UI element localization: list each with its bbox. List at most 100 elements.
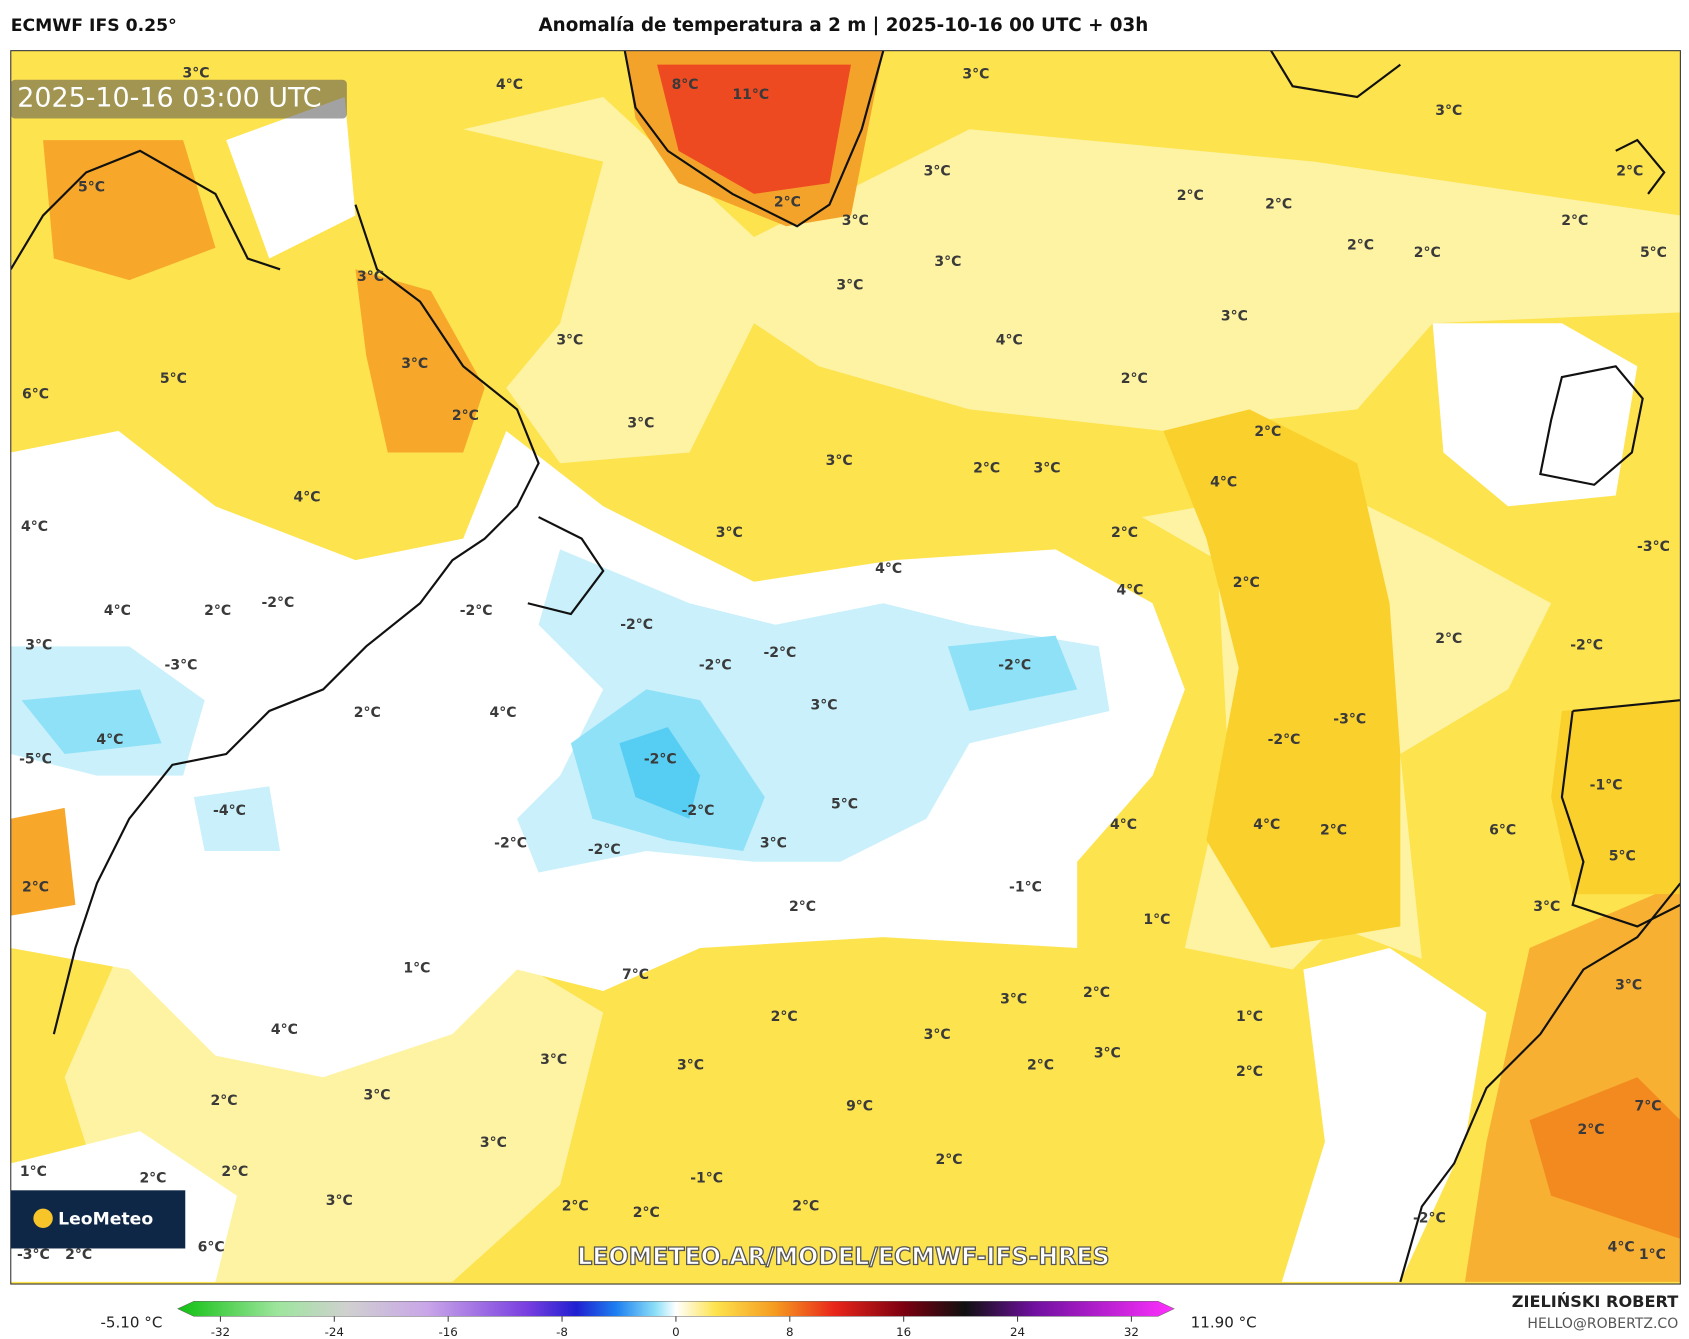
contour-labels: 3°C 4°C 8°C 11°C 3°C 3°C 2°C 5°C 3°C 2°C 2°C 3°C 3°C…: [17, 65, 1670, 1263]
contour-label: 2°C: [221, 1164, 248, 1180]
contour-label: 3°C: [924, 163, 951, 179]
contour-label: 3°C: [1033, 461, 1060, 477]
contour-label: 3°C: [540, 1052, 567, 1068]
contour-label: 1°C: [1639, 1247, 1666, 1263]
contour-label: 3°C: [811, 698, 838, 714]
contour-label: 7°C: [1635, 1098, 1662, 1114]
contour-label: -2°C: [494, 835, 527, 851]
contour-label: 5°C: [78, 179, 105, 195]
contour-label: 3°C: [836, 277, 863, 293]
contour-label: 3°C: [716, 525, 743, 541]
contour-label: 1°C: [20, 1164, 47, 1180]
contour-label: 4°C: [1253, 817, 1280, 833]
map-title: Anomalía de temperatura a 2 m | 2025-10-…: [539, 15, 1149, 36]
contour-label: 2°C: [1177, 188, 1204, 204]
contour-label: -4°C: [213, 803, 246, 819]
contour-label: 5°C: [160, 371, 187, 387]
contour-label: 2°C: [1027, 1057, 1054, 1073]
contour-label: 2°C: [22, 880, 49, 896]
contour-label: 2°C: [452, 408, 479, 424]
colorbar-tick-label: 8: [786, 1325, 794, 1339]
colorbar-tick-label: 32: [1124, 1325, 1139, 1339]
contour-label: 4°C: [1110, 817, 1137, 833]
contour-label: 3°C: [1094, 1046, 1121, 1062]
model-name: ECMWF IFS 0.25°: [11, 16, 177, 36]
contour-label: 1°C: [1143, 912, 1170, 928]
contour-label: 3°C: [326, 1193, 353, 1209]
contour-label: 2°C: [1347, 238, 1374, 254]
contour-label: -2°C: [460, 603, 493, 619]
contour-label: -3°C: [17, 1247, 50, 1263]
colorbar-tick-label: -24: [325, 1325, 344, 1339]
contour-label: 3°C: [556, 332, 583, 348]
contour-label: 2°C: [1083, 985, 1110, 1001]
contour-label: -5°C: [19, 751, 52, 767]
contour-label: 2°C: [1414, 245, 1441, 261]
contour-label: 11°C: [732, 87, 769, 103]
colorbar-tick-label: -16: [439, 1325, 458, 1339]
contour-label: -1°C: [1009, 880, 1042, 896]
contour-label: 1°C: [1236, 1009, 1263, 1025]
contour-label: 5°C: [1609, 848, 1636, 864]
contour-label: 2°C: [65, 1247, 92, 1263]
colorbar-tick-label: 0: [672, 1325, 680, 1339]
contour-label: 3°C: [1533, 899, 1560, 915]
watermark: LEOMETEO.AR/MODEL/ECMWF-IFS-HRES: [577, 1243, 1109, 1271]
contour-label: 9°C: [846, 1098, 873, 1114]
contour-label: 3°C: [934, 254, 961, 270]
contour-label: 4°C: [96, 732, 123, 748]
contour-label: -3°C: [1637, 539, 1670, 555]
contour-label: 2°C: [211, 1093, 238, 1109]
contour-label: 3°C: [1000, 992, 1027, 1008]
contour-label: 3°C: [1435, 103, 1462, 119]
contour-label: -2°C: [644, 751, 677, 767]
contour-label: 6°C: [1489, 823, 1516, 839]
colorbar-ticks: -32 -24 -16 -8 0 8 16 24 32: [211, 1316, 1139, 1339]
contour-label: 4°C: [293, 490, 320, 506]
contour-label: 4°C: [104, 603, 131, 619]
contour-label: 2°C: [139, 1170, 166, 1186]
email: HELLO@ROBERTZ.CO: [1527, 1316, 1678, 1332]
contour-label: -2°C: [699, 658, 732, 674]
contour-label: 2°C: [1121, 371, 1148, 387]
contour-label: 3°C: [357, 269, 384, 285]
contour-label: -2°C: [261, 595, 294, 611]
colorbar-tick-label: -8: [556, 1325, 568, 1339]
contour-label: 5°C: [831, 797, 858, 813]
contour-label: 2°C: [1236, 1064, 1263, 1080]
contour-label: 4°C: [1210, 475, 1237, 491]
contour-label: 3°C: [677, 1057, 704, 1073]
contour-label: 4°C: [21, 519, 48, 535]
contour-label: 2°C: [774, 195, 801, 211]
contour-label: 2°C: [1111, 525, 1138, 541]
contour-label: 2°C: [1320, 823, 1347, 839]
map-field: [10, 50, 1681, 1285]
contour-label: 7°C: [622, 967, 649, 983]
contour-label: 3°C: [627, 415, 654, 431]
contour-label: -3°C: [1333, 712, 1366, 728]
contour-label: -2°C: [588, 842, 621, 858]
contour-label: 3°C: [842, 213, 869, 229]
contour-label: 6°C: [198, 1239, 225, 1255]
contour-label: 4°C: [490, 705, 517, 721]
contour-label: 5°C: [1640, 245, 1667, 261]
contour-label: 3°C: [1221, 309, 1248, 325]
contour-label: 3°C: [480, 1135, 507, 1151]
contour-label: 3°C: [183, 65, 210, 81]
colorbar: [177, 1300, 1175, 1317]
contour-label: 2°C: [1254, 424, 1281, 440]
contour-label: 2°C: [771, 1009, 798, 1025]
contour-label: 4°C: [1608, 1239, 1635, 1255]
contour-label: 3°C: [25, 637, 52, 653]
contour-label: -1°C: [690, 1170, 723, 1186]
contour-label: 3°C: [924, 1027, 951, 1043]
max-label: 11.90 °C: [1191, 1313, 1257, 1331]
contour-label: -2°C: [620, 617, 653, 633]
min-label: -5.10 °C: [100, 1313, 162, 1331]
contour-label: 2°C: [1561, 213, 1588, 229]
contour-label: 2°C: [1435, 631, 1462, 647]
contour-label: 2°C: [1233, 575, 1260, 591]
contour-label: 2°C: [204, 603, 231, 619]
